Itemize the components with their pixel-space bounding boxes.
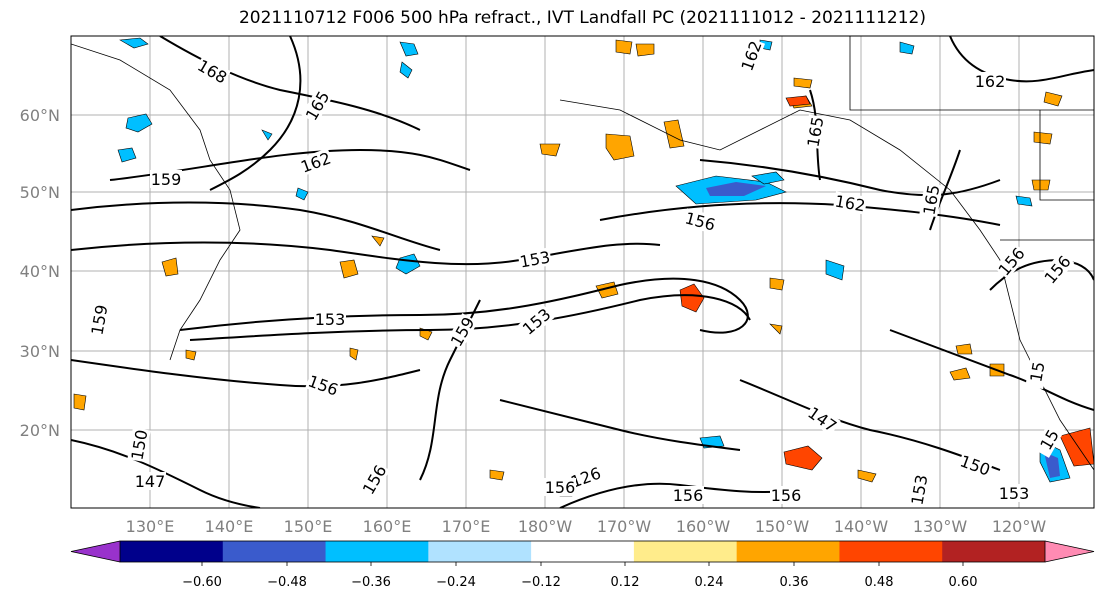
colorbar-segment: [633, 541, 738, 562]
colorbar-tick-label: 0.36: [780, 575, 809, 590]
lon-tick-label: 140°W: [834, 517, 889, 536]
contour-label-bg: [907, 472, 931, 508]
contour-label-bg: [832, 191, 868, 215]
contour-label-bg: [1033, 421, 1065, 458]
contour-label: 147: [135, 472, 166, 491]
contour-label-bg: [770, 486, 802, 504]
colorbar-segment: [222, 541, 327, 562]
colorbar-segment: [120, 541, 224, 562]
contour-label-bg: [919, 182, 943, 218]
colorbar-frame: [70, 540, 121, 563]
colorbar: −0.60 −0.48 −0.36 −0.24 −0.12 0.12 0.24 0.36 0.4…: [70, 540, 1095, 590]
longitude-labels: 130°E 140°E 150°E 160°E 170°E 180°W 170°W 160°W…: [126, 517, 1047, 536]
colorbar-frame: [1044, 540, 1095, 563]
lon-tick-label: 130°W: [913, 517, 968, 536]
colorbar-segment: [736, 541, 840, 562]
contour-label-bg: [1040, 251, 1075, 288]
strong-positive-shading: [679, 95, 1094, 471]
lat-tick-label: 40°N: [20, 262, 60, 281]
lon-tick-label: 120°W: [992, 517, 1047, 536]
latitude-labels: 60°N 50°N 40°N 30°N 20°N: [20, 106, 60, 440]
colorbar-segment: [1045, 541, 1094, 562]
colorbar-tick-label: −0.36: [351, 575, 391, 590]
lon-tick-label: 180°W: [518, 517, 573, 536]
contour-label-bg: [87, 302, 111, 338]
contour-label-bg: [358, 461, 390, 498]
lon-tick-label: 150°E: [284, 517, 333, 536]
contour-label-bg: [518, 304, 555, 339]
contour-label: 162: [975, 72, 1006, 91]
contour-label: 156: [771, 486, 802, 505]
colorbar-tick-label: 0.12: [611, 575, 640, 590]
lon-tick-label: 170°W: [597, 517, 652, 536]
colorbar-tick-label: −0.60: [182, 575, 222, 590]
contour-label-bg: [567, 463, 604, 491]
contour-label-bg: [314, 310, 346, 328]
contour-label-bg: [517, 247, 553, 271]
contour-label-bg: [804, 402, 841, 436]
lat-tick-label: 20°N: [20, 421, 60, 440]
colorbar-segment: [325, 541, 429, 562]
colorbar-tick-label: −0.12: [521, 575, 561, 590]
contour-label: 15: [1026, 360, 1048, 383]
colorbar-frame: [119, 540, 1046, 563]
lon-tick-label: 170°E: [442, 517, 491, 536]
colorbar-segment: [839, 541, 943, 562]
lon-tick-label: 150°W: [755, 517, 810, 536]
contour-label-bg: [127, 427, 151, 463]
map-title: 2021110712 F006 500 hPa refract., IVT La…: [238, 8, 926, 28]
contour-label: 153: [999, 484, 1030, 503]
colorbar-tick-label: −0.24: [436, 575, 476, 590]
colorbar-tick-label: −0.48: [267, 575, 307, 590]
contour-label-bg: [803, 114, 827, 150]
contour-label-bg: [297, 148, 334, 176]
contour-label-bg: [974, 72, 1006, 90]
lat-tick-label: 60°N: [20, 106, 60, 125]
lat-tick-label: 30°N: [20, 342, 60, 361]
colorbar-segment: [942, 541, 1046, 562]
colorbar-segment: [531, 541, 635, 562]
contour-label: 156: [673, 486, 704, 505]
refractivity-contours: [71, 36, 1094, 508]
lon-tick-label: 160°E: [363, 517, 412, 536]
colorbar-tick-label: 0.60: [949, 575, 978, 590]
contour-label-bg: [957, 451, 994, 479]
contour-label-bg: [305, 371, 342, 399]
lat-tick-label: 50°N: [20, 183, 60, 202]
contour-label-bg: [994, 243, 1029, 280]
lon-tick-label: 160°W: [676, 517, 731, 536]
contour-label-bg: [301, 87, 333, 124]
contour-label-bg: [737, 37, 765, 74]
strong-negative-shading: [706, 182, 1060, 478]
contour-label-bg: [682, 208, 719, 234]
contour-label-bg: [150, 170, 182, 188]
contour-label-bg: [194, 55, 231, 87]
colorbar-tick-label: 0.24: [695, 575, 724, 590]
lon-tick-label: 130°E: [126, 517, 175, 536]
contour-label: 153: [315, 310, 346, 329]
contour-label-bg: [134, 472, 166, 490]
gridlines: [71, 36, 1094, 508]
contour-label-bg: [672, 486, 704, 504]
contour-label-bg: [544, 478, 576, 496]
colorbar-segment: [428, 541, 532, 562]
contour-label-bg: [1025, 354, 1049, 390]
contour-label: 159: [151, 170, 182, 189]
map-frame: [70, 35, 1095, 509]
contour-label-bg: [998, 484, 1030, 502]
lon-tick-label: 140°E: [205, 517, 254, 536]
colorbar-tick-label: 0.48: [865, 575, 894, 590]
contour-label: 156: [545, 478, 576, 497]
contour-label-bg: [446, 313, 478, 350]
